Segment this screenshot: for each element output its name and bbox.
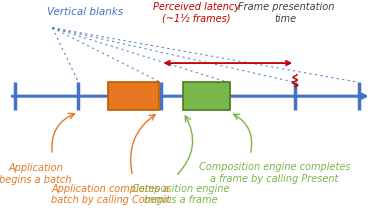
FancyBboxPatch shape <box>108 82 159 110</box>
Text: Vertical blanks: Vertical blanks <box>47 7 123 17</box>
FancyBboxPatch shape <box>183 82 230 110</box>
Text: Frame presentation
time: Frame presentation time <box>237 2 334 24</box>
Text: Perceived latency
(~1½ frames): Perceived latency (~1½ frames) <box>153 2 240 24</box>
Text: Composition engine completes
a frame by calling Present: Composition engine completes a frame by … <box>199 162 350 184</box>
Text: Composition engine
begins a frame: Composition engine begins a frame <box>133 184 230 205</box>
Text: Application completes a
batch by calling Commit: Application completes a batch by calling… <box>51 184 170 205</box>
Text: Application
begins a batch: Application begins a batch <box>0 163 72 185</box>
